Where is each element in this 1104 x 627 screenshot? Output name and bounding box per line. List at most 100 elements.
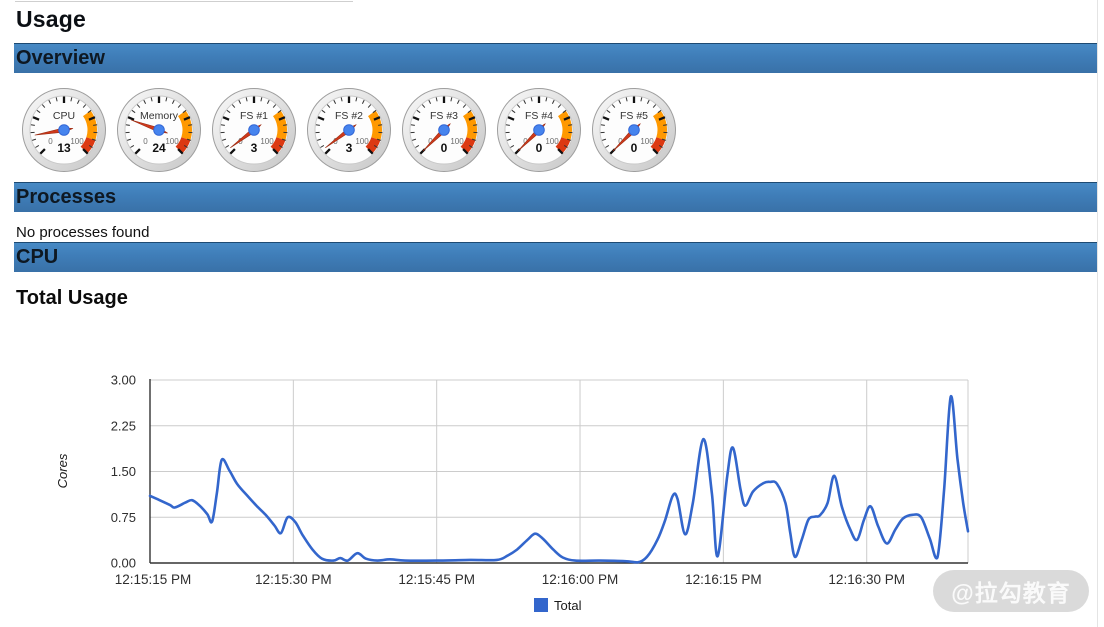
- gauge-minor-tick: [601, 138, 607, 141]
- gauge-major-tick: [127, 116, 135, 121]
- section-header-overview: Overview: [14, 43, 1097, 73]
- gauge-minor-tick: [182, 109, 187, 114]
- gauge-minor-tick: [76, 99, 80, 104]
- y-tick-label: 0.00: [111, 556, 136, 571]
- gauge-minor-tick: [551, 99, 555, 104]
- page-title: Usage: [16, 6, 87, 32]
- gauge-minor-tick: [557, 104, 562, 108]
- gauge-minor-tick: [658, 144, 663, 148]
- gauge-label: Memory: [140, 110, 179, 122]
- gauge-major-tick: [177, 148, 184, 155]
- section-header-processes: Processes: [14, 182, 1097, 212]
- gauge-value: 24: [152, 141, 166, 155]
- y-tick-label: 3.00: [111, 373, 136, 388]
- gauge-minor-tick: [566, 138, 572, 141]
- y-tick-label: 0.75: [111, 510, 136, 525]
- gauge-major-tick: [557, 148, 564, 155]
- gauge-scale-max: 100: [70, 137, 84, 146]
- gauge-minor-tick: [506, 138, 512, 141]
- gauge-minor-tick: [530, 97, 533, 102]
- gauge-label: FS #1: [240, 110, 268, 122]
- gauge-minor-tick: [378, 124, 383, 126]
- gauge-minor-tick: [340, 97, 343, 102]
- gauge-minor-tick: [376, 138, 382, 141]
- gauge-minor-tick: [183, 144, 188, 148]
- gauge-minor-tick: [171, 99, 175, 104]
- gauge-major-tick: [373, 116, 381, 121]
- section-header-cpu-label: CPU: [16, 246, 59, 268]
- gauge-minor-tick: [186, 138, 192, 141]
- gauge-scale-max: 100: [640, 137, 654, 146]
- gauge-value: 0: [441, 141, 448, 155]
- gauge-major-tick: [222, 116, 230, 121]
- gauge-minor-tick: [315, 124, 320, 126]
- gauge-minor-tick: [321, 109, 326, 114]
- gauge-minor-tick: [435, 97, 438, 102]
- legend-swatch: [534, 598, 548, 612]
- gauge-minor-tick: [225, 144, 230, 148]
- gauge-major-tick: [82, 148, 89, 155]
- gauge-major-tick: [88, 116, 96, 121]
- gauge-minor-tick: [646, 99, 650, 104]
- gauge-minor-tick: [281, 138, 287, 141]
- gauge-minor-tick: [88, 144, 93, 148]
- content-right-border: [1097, 0, 1098, 627]
- gauge-major-tick: [317, 116, 325, 121]
- gauge-value: 0: [631, 141, 638, 155]
- gauge-minor-tick: [36, 109, 41, 114]
- gauge-major-tick: [462, 148, 469, 155]
- gauge-minor-tick: [272, 104, 277, 108]
- gauge-scale-min: 0: [523, 137, 528, 146]
- gauge-scale-max: 100: [545, 137, 559, 146]
- gauge-minor-tick: [600, 124, 605, 126]
- gauge-minor-tick: [70, 97, 73, 102]
- section-header-cpu: CPU: [14, 242, 1097, 272]
- gauge-minor-tick: [220, 124, 225, 126]
- gauge-major-tick: [658, 116, 666, 121]
- x-tick-label: 12:15:15 PM: [115, 572, 192, 587]
- gauge-minor-tick: [505, 124, 510, 126]
- gauge-label: FS #2: [335, 110, 363, 122]
- top-divider: [15, 1, 353, 2]
- gauge-minor-tick: [367, 104, 372, 108]
- gauge-minor-tick: [411, 138, 417, 141]
- gauge-minor-tick: [41, 104, 46, 108]
- gauge-minor-tick: [231, 104, 236, 108]
- gauge-major-tick: [324, 148, 331, 155]
- gauge-minor-tick: [87, 109, 92, 114]
- gauge-hub: [248, 124, 260, 136]
- processes-empty-message: No processes found: [16, 224, 150, 241]
- gauge-major-tick: [602, 116, 610, 121]
- gauge-minor-tick: [510, 144, 515, 148]
- gauge-minor-tick: [456, 99, 460, 104]
- gauge-minor-tick: [471, 138, 477, 141]
- gauge-minor-tick: [652, 104, 657, 108]
- gauge-minor-tick: [450, 97, 453, 102]
- gauge-minor-tick: [266, 99, 270, 104]
- gauge-scale-min: 0: [428, 137, 433, 146]
- gauge-major-tick: [278, 116, 286, 121]
- legend-label: Total: [554, 598, 582, 613]
- gauge-hub: [153, 124, 165, 136]
- gauge-minor-tick: [31, 138, 37, 141]
- gauge-minor-tick: [316, 138, 322, 141]
- x-tick-label: 12:16:00 PM: [542, 572, 619, 587]
- gauge-minor-tick: [545, 97, 548, 102]
- gauge-minor-tick: [618, 99, 622, 104]
- gauge-minor-tick: [55, 97, 58, 102]
- gauge-scale-max: 100: [260, 137, 274, 146]
- gauge-hub: [58, 124, 70, 136]
- gauge-minor-tick: [333, 99, 337, 104]
- gauge-major-tick: [468, 116, 476, 121]
- gauge-minor-tick: [467, 109, 472, 114]
- gauge-minor-tick: [562, 109, 567, 114]
- gauge-minor-tick: [663, 124, 668, 126]
- gauge-label: FS #3: [430, 110, 458, 122]
- gauge-value: 3: [251, 141, 258, 155]
- gauge-major-tick: [367, 148, 374, 155]
- gauge-minor-tick: [410, 124, 415, 126]
